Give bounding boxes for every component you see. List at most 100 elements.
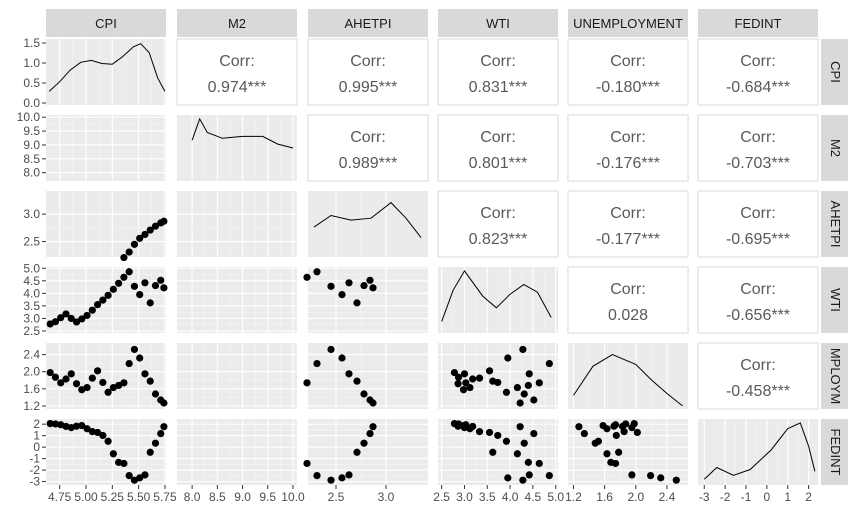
scatter-point bbox=[141, 230, 149, 239]
scatter-point bbox=[345, 370, 353, 378]
corr-heading: Corr: bbox=[350, 53, 386, 70]
scatter-point bbox=[303, 379, 311, 387]
scatter-point bbox=[369, 423, 377, 431]
row-strip bbox=[821, 419, 848, 485]
scatter-point bbox=[141, 370, 149, 378]
x-tick-label: 8.5 bbox=[209, 490, 226, 504]
scatter-point bbox=[530, 396, 538, 404]
corr-panel bbox=[697, 190, 819, 258]
scatter-point bbox=[120, 253, 128, 262]
y-tick-label: -1 bbox=[29, 452, 40, 466]
row-strip-label: FEDINT bbox=[828, 429, 843, 476]
scatter-point bbox=[466, 383, 474, 392]
x-tick-label: 0 bbox=[764, 490, 771, 504]
scatter-point bbox=[519, 476, 527, 484]
scatter-point bbox=[485, 428, 494, 437]
scatter-point bbox=[146, 448, 154, 456]
corr-panel bbox=[697, 266, 819, 334]
column-strip-label: WTI bbox=[486, 16, 510, 31]
scatter-point bbox=[160, 423, 168, 431]
panel-background bbox=[308, 267, 428, 333]
density-curve bbox=[573, 354, 683, 407]
scatter-point bbox=[462, 379, 470, 387]
scatter-point bbox=[157, 276, 165, 284]
scatter-point bbox=[109, 285, 117, 293]
y-tick-label: 3.0 bbox=[23, 207, 40, 221]
scatter-point bbox=[628, 424, 636, 432]
scatter-point bbox=[46, 368, 54, 377]
corr-panel bbox=[437, 190, 559, 258]
panel-grid bbox=[177, 267, 297, 333]
panel-background bbox=[308, 191, 428, 257]
scatter-point bbox=[620, 428, 628, 436]
scatter-point bbox=[62, 375, 70, 383]
corr-heading: Corr: bbox=[740, 53, 776, 70]
row-strip bbox=[821, 343, 848, 409]
scatter-point bbox=[345, 471, 353, 479]
scatter-point bbox=[104, 291, 112, 299]
scatter-point bbox=[93, 301, 102, 309]
scatter-point bbox=[72, 422, 81, 430]
scatter-point bbox=[459, 386, 468, 394]
corr-panel bbox=[567, 266, 689, 334]
scatter-point bbox=[525, 471, 533, 479]
column-strip-label: CPI bbox=[95, 16, 117, 31]
scatter-point bbox=[366, 276, 374, 284]
scatter-point bbox=[104, 437, 112, 445]
scatter-point bbox=[136, 354, 144, 362]
row-strip-label: AHETPI bbox=[828, 201, 843, 248]
scatter-point bbox=[360, 390, 368, 398]
scatter-point bbox=[525, 370, 533, 378]
scatter-point bbox=[489, 448, 497, 456]
y-tick-label: 5.0 bbox=[23, 261, 40, 275]
panel-grid bbox=[335, 191, 387, 257]
scatter-point bbox=[141, 471, 149, 479]
x-tick-label: -3 bbox=[699, 490, 710, 504]
scatter-point bbox=[313, 471, 321, 480]
scatter-point bbox=[51, 420, 60, 428]
panel-grid bbox=[59, 39, 166, 105]
scatter-point bbox=[535, 379, 543, 387]
scatter-point bbox=[338, 291, 346, 299]
scatter-point bbox=[524, 381, 532, 390]
scatter-point bbox=[516, 423, 524, 431]
scatter-point bbox=[141, 279, 149, 287]
scatter-point bbox=[62, 310, 70, 318]
scatter-point bbox=[580, 429, 588, 438]
corr-panel bbox=[307, 114, 429, 182]
x-tick-label: 2 bbox=[805, 490, 812, 504]
scatter-point bbox=[502, 388, 511, 396]
panel-grid bbox=[308, 343, 428, 409]
scatter-point bbox=[93, 428, 102, 437]
scatter-point bbox=[327, 282, 335, 290]
row-strip bbox=[821, 39, 848, 105]
column-strip-label: AHETPI bbox=[345, 16, 392, 31]
scatter-point bbox=[88, 306, 96, 314]
scatter-point bbox=[57, 314, 65, 322]
corr-heading: Corr: bbox=[480, 129, 516, 146]
panel-background bbox=[46, 115, 166, 181]
scatter-point bbox=[475, 428, 484, 436]
scatter-point bbox=[83, 383, 91, 392]
scatter-point bbox=[489, 377, 497, 385]
corr-heading: Corr: bbox=[480, 53, 516, 70]
x-tick-label: 10.0 bbox=[281, 490, 305, 504]
y-tick-label: 10.0 bbox=[17, 110, 41, 124]
scatter-point bbox=[460, 370, 469, 378]
x-tick-label: 2.0 bbox=[627, 490, 644, 504]
corr-value: -0.176*** bbox=[596, 155, 660, 172]
y-tick-label: 1.0 bbox=[23, 56, 40, 70]
x-tick-label: 3.0 bbox=[456, 490, 473, 504]
x-tick-label: 2.4 bbox=[659, 490, 676, 504]
scatter-point bbox=[475, 374, 484, 382]
scatter-point bbox=[338, 354, 346, 362]
corr-panel bbox=[176, 38, 298, 106]
panel-background bbox=[568, 419, 688, 485]
scatter-point bbox=[353, 377, 361, 385]
scatter-point bbox=[611, 459, 620, 468]
corr-value: -0.180*** bbox=[596, 79, 660, 96]
scatter-point bbox=[51, 373, 60, 381]
scatter-point bbox=[366, 429, 374, 438]
y-tick-label: 1.2 bbox=[23, 399, 40, 413]
scatter-point bbox=[72, 380, 81, 388]
